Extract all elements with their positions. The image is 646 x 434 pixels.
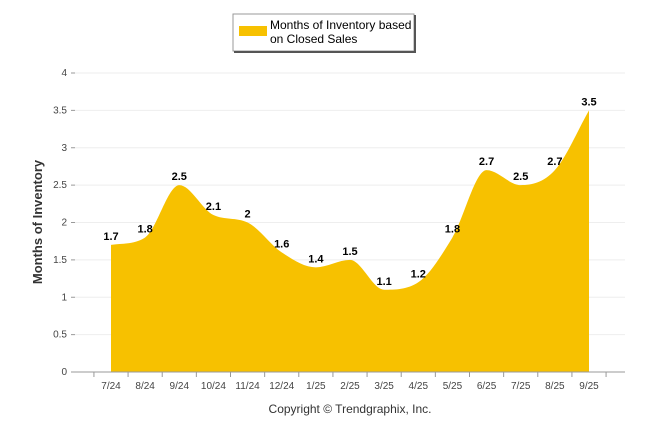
area-fill[interactable] xyxy=(111,110,589,372)
y-tick-label: 0.5 xyxy=(53,330,67,341)
x-tick-label: 9/25 xyxy=(579,381,599,392)
data-label: 2.7 xyxy=(479,156,494,168)
legend-box-shadow-bottom xyxy=(234,51,415,53)
x-tick-label: 5/25 xyxy=(443,381,463,392)
legend-label-line1: Months of Inventory based xyxy=(270,18,411,32)
area-series xyxy=(111,110,589,372)
x-tick-label: 8/25 xyxy=(545,381,565,392)
x-tick-label: 9/24 xyxy=(170,381,190,392)
x-tick-label: 7/24 xyxy=(101,381,121,392)
data-label: 1.1 xyxy=(376,276,391,288)
legend-box-shadow-right xyxy=(414,15,416,53)
data-label: 2.5 xyxy=(172,171,187,183)
y-tick-label: 2 xyxy=(61,218,67,229)
data-label: 2.7 xyxy=(547,156,562,168)
data-label: 3.5 xyxy=(581,96,596,108)
x-tick-label: 12/24 xyxy=(269,381,294,392)
legend-swatch xyxy=(239,26,267,36)
x-tick-label: 4/25 xyxy=(409,381,429,392)
y-tick-label: 1.5 xyxy=(53,255,67,266)
x-tick-label: 6/25 xyxy=(477,381,497,392)
legend-label-line2: on Closed Sales xyxy=(270,32,357,46)
y-tick-label: 4 xyxy=(61,68,67,79)
data-label: 1.7 xyxy=(103,231,118,243)
data-label: 1.4 xyxy=(308,253,324,265)
data-label: 2.1 xyxy=(206,201,221,213)
x-tick-label: 10/24 xyxy=(201,381,226,392)
legend[interactable]: Months of Inventory based on Closed Sale… xyxy=(232,13,416,53)
y-tick-label: 3.5 xyxy=(53,105,67,116)
data-label: 1.6 xyxy=(274,238,289,250)
y-tick-label: 1 xyxy=(61,292,67,303)
data-label: 2.5 xyxy=(513,171,528,183)
copyright-text: Copyright © Trendgraphix, Inc. xyxy=(269,402,432,416)
y-tick-label: 3 xyxy=(61,143,67,154)
x-tick-label: 7/25 xyxy=(511,381,531,392)
x-tick-label: 1/25 xyxy=(306,381,326,392)
data-label: 1.2 xyxy=(411,268,426,280)
legend-box xyxy=(232,13,415,52)
data-label: 1.5 xyxy=(342,246,357,258)
x-tick-label: 11/24 xyxy=(235,381,260,392)
axes: 7/24 8/24 9/24 10/24 11/24 12/24 1/25 2/25 3/25 4… xyxy=(75,371,625,392)
y-tick-label: 2.5 xyxy=(53,180,67,191)
y-axis-title: Months of Inventory xyxy=(30,159,45,284)
x-tick-label: 3/25 xyxy=(374,381,394,392)
data-labels: 1.7 1.8 2.5 2.1 2 1.6 1.4 1.5 1.1 1.2 1.8 2.7 2.5 2.7… xyxy=(103,96,596,287)
y-tick-label: 0 xyxy=(61,367,67,378)
x-tick-label: 8/24 xyxy=(135,381,155,392)
data-label: 1.8 xyxy=(137,223,152,235)
x-tick-label: 2/25 xyxy=(340,381,360,392)
data-label: 1.8 xyxy=(445,223,460,235)
data-label: 2 xyxy=(245,209,251,221)
